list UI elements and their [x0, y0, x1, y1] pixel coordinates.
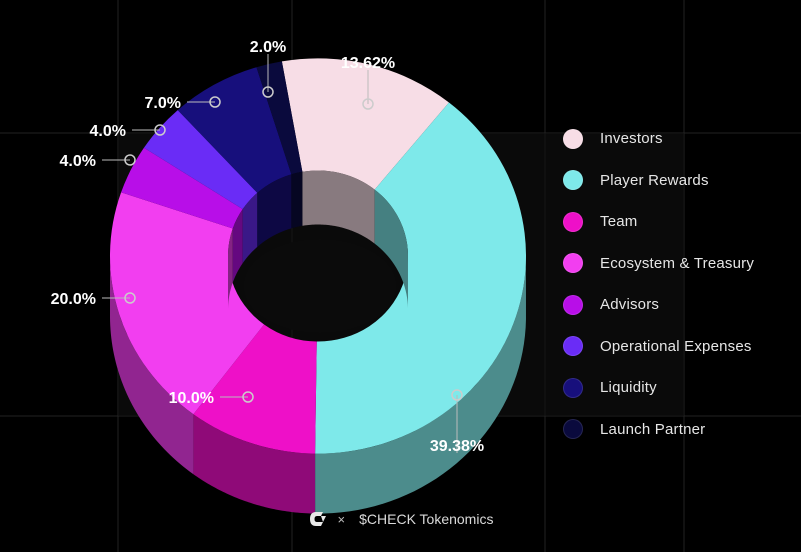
- legend-label: Operational Expenses: [600, 337, 752, 355]
- footer-separator: ×: [337, 511, 346, 527]
- callout-marker: [209, 96, 221, 108]
- data-label: 13.62%: [341, 55, 395, 72]
- legend-item: Advisors: [563, 284, 793, 326]
- value-callout: 20.0%: [51, 291, 136, 308]
- legend-label: Ecosystem & Treasury: [600, 254, 755, 272]
- slice-inner-wall: [374, 189, 408, 308]
- data-label: 7.0%: [145, 95, 181, 112]
- legend-label: Advisors: [600, 296, 660, 314]
- legend-swatch: [563, 170, 583, 191]
- value-callout: 4.0%: [60, 153, 136, 170]
- legend: Investors Player Rewards Team Ecosystem …: [563, 118, 793, 450]
- legend-swatch: [563, 253, 583, 274]
- slice-player-rewards: [315, 102, 526, 454]
- donut-chart: [109, 58, 526, 514]
- value-callout: 7.0%: [145, 95, 221, 112]
- data-label: 4.0%: [60, 153, 96, 170]
- legend-item: Operational Expenses: [563, 326, 793, 368]
- slice-inner-wall: [232, 209, 243, 283]
- value-callout: 2.0%: [250, 39, 286, 98]
- legend-swatch: [563, 128, 583, 149]
- slice-wall: [193, 414, 316, 514]
- legend-item: Ecosystem & Treasury: [563, 243, 793, 285]
- slice-wall: [315, 259, 526, 514]
- slice-ecosystem-treasury: [109, 192, 265, 415]
- legend-swatch: [563, 211, 583, 232]
- data-label: 2.0%: [250, 39, 286, 56]
- legend-label: Team: [600, 213, 638, 231]
- callout-marker: [451, 389, 463, 401]
- slice-wall: [110, 257, 194, 475]
- callout-marker: [124, 154, 136, 166]
- slice-investors: [281, 58, 449, 190]
- legend-swatch: [563, 336, 583, 357]
- callout-marker: [362, 98, 374, 110]
- legend-label: Liquidity: [600, 379, 657, 397]
- legend-item: Team: [563, 201, 793, 243]
- value-callout: 10.0%: [169, 390, 254, 407]
- legend-item: Player Rewards: [563, 160, 793, 202]
- slice-inner-wall: [291, 171, 303, 229]
- slice-inner-wall: [228, 228, 233, 309]
- slice-inner-wall: [257, 174, 292, 247]
- legend-item: Launch Partner: [563, 409, 793, 451]
- footer-title: $CHECK Tokenomics: [359, 511, 494, 527]
- data-label: 10.0%: [169, 390, 214, 407]
- data-label: 20.0%: [51, 291, 96, 308]
- legend-swatch: [563, 419, 583, 440]
- slice-advisors: [121, 147, 243, 229]
- donut-top-faces: [109, 58, 526, 454]
- donut-hole-floor: [243, 238, 397, 334]
- check-logo-icon: [309, 512, 326, 526]
- slice-operational-expenses: [143, 110, 258, 210]
- data-label: 4.0%: [90, 123, 126, 140]
- legend-item: Liquidity: [563, 367, 793, 409]
- value-callouts: 13.62% 39.38% 10.0% 20.0% 4.0% 4.0% 7.0% 2.0%: [51, 39, 485, 455]
- callout-marker: [262, 86, 274, 98]
- callout-marker: [154, 124, 166, 136]
- donut-hole: [228, 170, 408, 334]
- data-label: 39.38%: [430, 438, 484, 455]
- value-callout: 4.0%: [90, 123, 166, 140]
- legend-label: Launch Partner: [600, 420, 706, 438]
- slice-team: [193, 324, 317, 454]
- donut-side-walls: [110, 257, 526, 514]
- legend-label: Player Rewards: [600, 171, 709, 189]
- value-callout: 13.62%: [341, 55, 395, 110]
- slice-inner-wall: [242, 192, 258, 264]
- legend-swatch: [563, 294, 583, 315]
- callout-marker: [124, 292, 136, 304]
- footer: × $CHECK Tokenomics: [0, 510, 801, 528]
- legend-swatch: [563, 377, 583, 398]
- slice-liquidity: [177, 67, 292, 193]
- slice-inner-wall: [302, 170, 375, 244]
- callout-marker: [242, 391, 254, 403]
- value-callout: 39.38%: [430, 389, 484, 455]
- legend-item: Investors: [563, 118, 793, 160]
- legend-label: Investors: [600, 130, 663, 148]
